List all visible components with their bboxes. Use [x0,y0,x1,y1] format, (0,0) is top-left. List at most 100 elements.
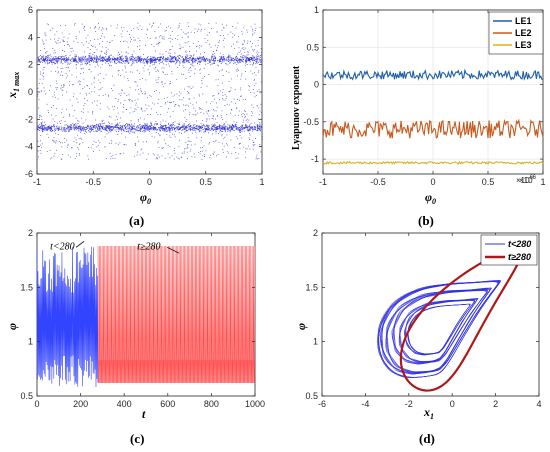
scatter-point [104,122,106,124]
scatter-point [80,128,82,130]
scatter-point [195,131,197,133]
scatter-point [213,151,215,153]
scatter-point [171,58,173,60]
scatter-point [85,55,87,57]
scatter-point [99,127,101,129]
scatter-point [98,89,100,91]
scatter-point [88,147,89,148]
scatter-point [153,22,155,24]
x-tick-label: 0 [34,399,39,409]
scatter-point [139,128,141,130]
scatter-point [86,62,88,64]
y-tick-label: 0 [28,87,33,97]
scatter-point [244,56,246,58]
scatter-point [190,55,192,57]
scatter-point [241,128,243,130]
scatter-point [66,146,68,148]
scatter-point [152,102,154,104]
scatter-point [186,151,188,153]
scatter-point [150,60,152,62]
scatter-point [243,130,245,132]
scatter-point [246,59,248,61]
scatter-point [212,153,214,155]
scatter-point [155,37,157,39]
scatter-point [232,26,233,27]
scatter-point [242,55,244,57]
scatter-point [148,129,150,131]
scatter-point [250,92,252,94]
scatter-point [260,61,261,63]
scatter-point [165,120,167,122]
scatter-point [163,127,164,129]
scatter-point [124,100,126,102]
scatter-point [39,115,41,117]
scatter-point [210,127,212,129]
scatter-point [97,130,98,132]
scatter-point [103,52,105,54]
scatter-point [45,55,47,57]
scatter-point [135,60,137,62]
scatter-point [64,56,65,58]
scatter-point [206,111,208,113]
scatter-point [62,58,63,59]
scatter-point [176,60,178,62]
scatter-point [252,64,253,66]
scatter-point [54,63,56,65]
panel-d-legend-box [480,234,538,266]
scatter-point [108,95,110,97]
scatter-point [168,127,170,129]
scatter-point [149,95,151,97]
scatter-point [44,33,46,35]
scatter-point [219,35,221,36]
scatter-point [239,135,241,137]
scatter-point [212,51,214,52]
scatter-point [42,41,44,43]
scatter-point [223,55,225,57]
series-line-le2 [322,118,544,139]
scatter-point [59,56,61,58]
scatter-point [216,49,218,51]
scatter-point [60,122,62,124]
scatter-point [96,123,98,125]
scatter-point [259,26,261,28]
scatter-point [184,127,186,129]
scatter-point [76,153,78,155]
scatter-point [240,75,242,77]
scatter-point [237,98,238,100]
scatter-point [87,85,89,87]
scatter-point [246,31,248,33]
scatter-point [97,59,99,61]
scatter-point [252,30,254,32]
scatter-point [57,72,59,74]
scatter-point [122,111,124,113]
scatter-point [230,87,232,89]
scatter-point [224,129,225,131]
scatter-point [216,126,218,128]
scatter-point [260,125,261,127]
scatter-point [137,151,138,153]
scatter-point [61,89,63,91]
scatter-point [88,69,90,70]
scatter-point [195,59,197,61]
scatter-point [102,127,104,129]
scatter-point [239,58,241,60]
scatter-point [40,125,41,127]
scatter-point [109,59,111,61]
scatter-point [129,37,131,39]
scatter-point [211,117,213,119]
scatter-point [122,128,124,130]
scatter-point [245,124,247,125]
scatter-point [165,128,167,130]
scatter-point [169,130,170,132]
scatter-point [226,24,227,26]
scatter-point [132,62,134,64]
scatter-point [93,61,95,63]
scatter-point [233,146,235,148]
scatter-point [116,128,118,130]
scatter-point [211,63,213,65]
scatter-point [222,91,224,93]
scatter-point [240,56,241,58]
scatter-point [240,126,242,128]
scatter-point [218,65,219,67]
x-tick-label: 0 [430,177,435,187]
